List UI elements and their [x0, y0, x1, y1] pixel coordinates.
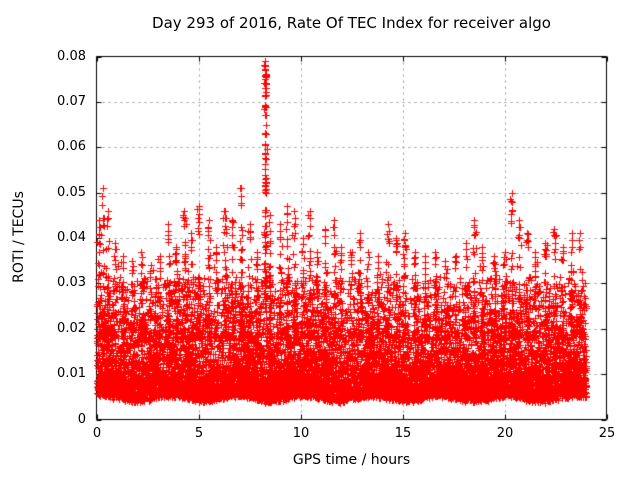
y-tick-label: 0.08	[57, 49, 86, 64]
y-tick-label: 0.06	[57, 139, 86, 154]
chart-title: Day 293 of 2016, Rate Of TEC Index for r…	[152, 14, 551, 32]
y-tick-label: 0.01	[57, 366, 86, 381]
x-axis-label: GPS time / hours	[292, 452, 411, 468]
x-tick-label: 25	[598, 426, 616, 441]
x-tick-label: 5	[194, 426, 204, 441]
y-tick-label: 0	[77, 412, 86, 427]
y-tick-label: 0.07	[57, 94, 86, 109]
y-tick-label: 0.02	[57, 321, 86, 336]
x-tick-label: 0	[92, 426, 102, 441]
x-tick-label: 20	[496, 426, 514, 441]
x-tick-label: 15	[394, 426, 412, 441]
y-tick-label: 0.03	[57, 275, 86, 290]
x-tick-label: 10	[292, 426, 310, 441]
y-tick-label: 0.05	[57, 185, 86, 200]
y-tick-label: 0.04	[57, 230, 86, 245]
